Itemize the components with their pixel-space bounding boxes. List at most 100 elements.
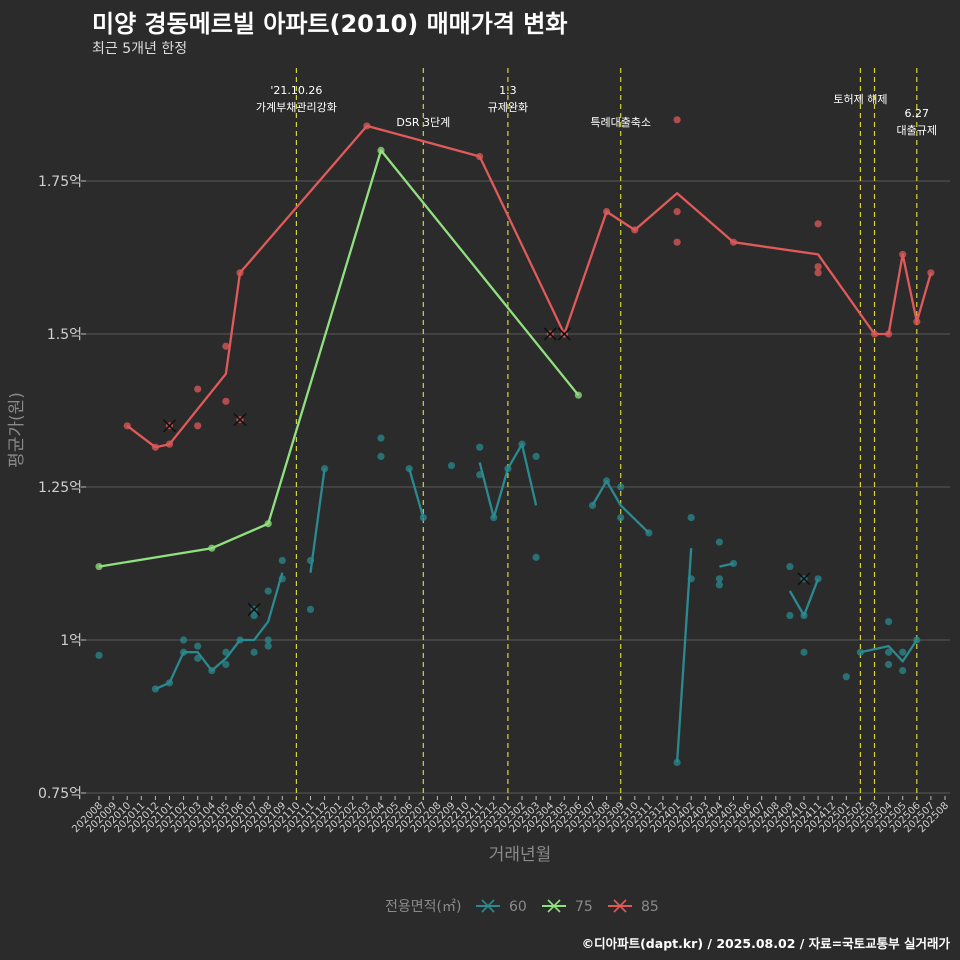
data-point <box>306 605 315 614</box>
data-point <box>588 501 597 509</box>
source-caption: ©디아파트(dapt.kr) / 2025.08.02 / 자료=국토교통부 실… <box>581 936 950 951</box>
data-point <box>447 461 456 470</box>
policy-annotation: 1.3 <box>499 84 517 97</box>
y-tick-label: 1.25억 <box>38 480 82 496</box>
data-point <box>814 263 822 271</box>
series-line <box>788 578 820 617</box>
data-point <box>729 238 738 246</box>
legend-label-60: 60 <box>509 899 527 915</box>
policy-annotation: 가계부채관리강화 <box>256 101 337 114</box>
policy-annotation: 특례대출축소 <box>590 116 651 129</box>
data-point <box>574 391 583 399</box>
data-point <box>603 208 611 216</box>
policy-annotation: 6.27 <box>905 107 930 120</box>
series-line <box>154 572 284 691</box>
policy-annotation: 규제완화 <box>488 101 528 114</box>
data-point <box>617 483 625 491</box>
series-layer <box>95 116 935 767</box>
x-tick-labels: 2020082020092020102020112020122021012021… <box>70 800 951 835</box>
series-85 <box>123 116 935 451</box>
cancelled-mark <box>543 327 557 341</box>
data-point <box>377 146 385 154</box>
data-point <box>687 514 695 522</box>
data-point <box>95 562 103 571</box>
cancelled-mark <box>797 572 811 586</box>
policy-annotation: '21.10.26 <box>270 84 322 97</box>
x-axis-title: 거래년월 <box>489 845 552 865</box>
policy-annotation: DSR 3단계 <box>396 116 450 129</box>
data-point <box>250 611 258 620</box>
data-point <box>645 529 653 537</box>
data-point <box>180 636 188 644</box>
grid-lines <box>81 180 950 800</box>
data-point <box>208 667 216 675</box>
data-point <box>222 342 230 350</box>
data-point <box>715 581 724 589</box>
data-point <box>194 422 202 430</box>
legend-label-75: 75 <box>575 899 593 915</box>
data-point <box>123 422 131 430</box>
data-point <box>222 660 230 669</box>
series-60 <box>95 434 921 767</box>
data-point <box>715 538 724 546</box>
data-point <box>306 556 315 565</box>
data-point <box>194 385 202 393</box>
chart-title: 미양 경동메르빌 아파트(2010) 매매가격 변화 <box>92 10 568 38</box>
series-line <box>126 124 933 449</box>
data-point <box>800 648 808 656</box>
data-point <box>617 514 625 522</box>
data-point <box>151 685 159 693</box>
y-tick-label: 0.75억 <box>38 786 82 802</box>
data-point <box>518 440 526 448</box>
data-point <box>673 238 681 246</box>
data-point <box>490 514 498 522</box>
data-point <box>885 660 893 669</box>
data-point <box>264 642 272 650</box>
series-line <box>309 468 326 573</box>
data-point <box>786 611 794 620</box>
data-point <box>899 250 907 259</box>
data-point <box>885 648 893 656</box>
data-point <box>504 465 512 473</box>
data-point <box>194 642 202 650</box>
data-point <box>800 611 808 620</box>
data-point <box>814 575 822 583</box>
data-point <box>236 269 244 277</box>
data-point <box>899 648 907 656</box>
series-75 <box>95 146 583 571</box>
data-point <box>264 587 272 595</box>
data-point <box>814 220 822 228</box>
data-point <box>419 514 427 522</box>
y-tick-label: 1억 <box>60 633 82 649</box>
data-point <box>913 636 921 644</box>
data-point <box>885 330 893 338</box>
data-point <box>405 465 413 473</box>
y-axis-title: 평균가(원) <box>7 392 27 468</box>
cancelled-mark <box>233 413 247 427</box>
legend-title: 전용면적(㎡) <box>385 899 461 915</box>
data-point <box>264 636 272 644</box>
legend-key-mark <box>481 899 495 913</box>
y-tick-label: 1.5억 <box>47 327 82 343</box>
data-point <box>673 208 681 216</box>
data-point <box>194 654 202 662</box>
cancelled-mark <box>557 327 571 341</box>
policy-annotation: 대출규제 <box>897 124 937 137</box>
data-point <box>278 575 286 583</box>
data-point <box>222 648 230 656</box>
data-point <box>363 122 371 130</box>
data-point <box>165 440 174 448</box>
data-point <box>476 152 484 161</box>
chart-subtitle: 최근 5개년 한정 <box>92 41 188 57</box>
series-line <box>675 548 693 763</box>
data-point <box>673 758 681 767</box>
data-point <box>729 559 738 568</box>
data-point <box>856 648 865 656</box>
legend-label-85: 85 <box>641 899 659 915</box>
cancelled-mark <box>162 419 177 433</box>
data-point <box>377 434 385 442</box>
data-point <box>250 648 258 656</box>
series-line <box>408 468 425 518</box>
